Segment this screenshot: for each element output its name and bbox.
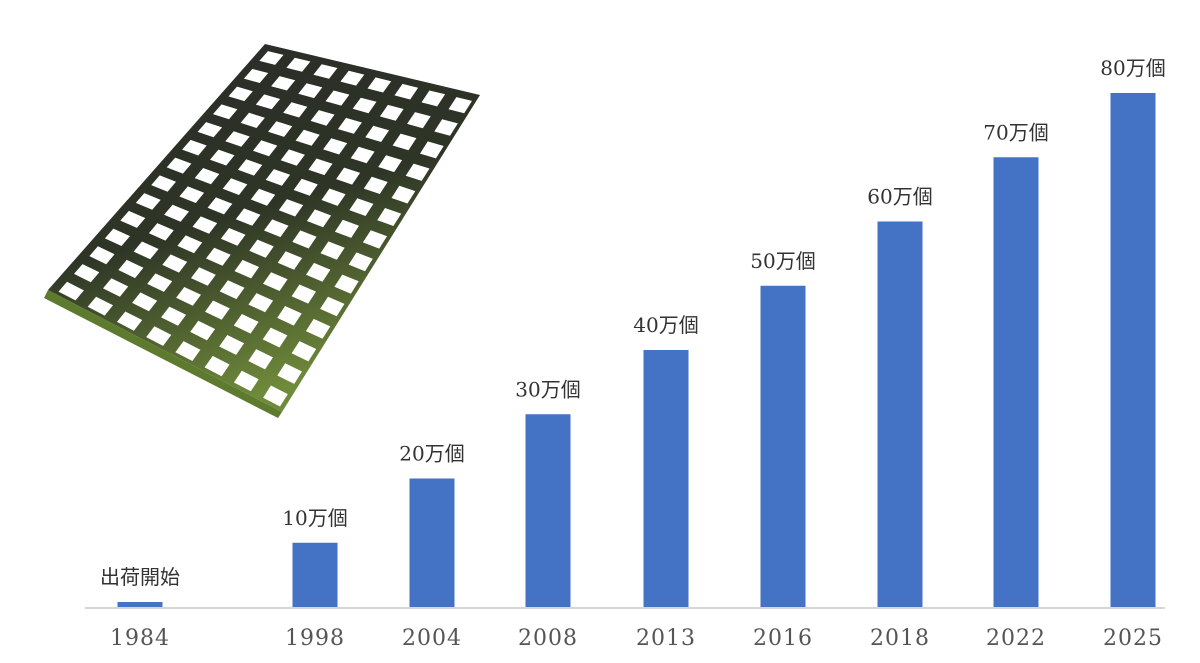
x-tick-2008: 2008: [518, 626, 578, 651]
data-label-2008: 30万個: [515, 377, 580, 401]
data-label-1998: 10万個: [282, 506, 347, 530]
data-label-group: 出荷開始 10万個 20万個 30万個 40万個 50万個 60万個 70万個 80万個: [100, 56, 1166, 589]
x-tick-2004: 2004: [402, 626, 462, 651]
bar-group: [117, 93, 1156, 607]
grating-panel-icon: [44, 44, 480, 418]
x-tick-1998: 1998: [285, 626, 345, 651]
bar-1998: [292, 542, 338, 607]
x-tick-2013: 2013: [636, 626, 696, 651]
x-tick-2016: 2016: [753, 626, 813, 651]
x-tick-2022: 2022: [986, 626, 1046, 651]
data-label-2016: 50万個: [750, 249, 815, 273]
bar-2016: [760, 285, 806, 607]
data-label-2018: 60万個: [867, 185, 932, 209]
data-label-2025: 80万個: [1100, 56, 1165, 80]
bar-2025: [1110, 93, 1156, 607]
bar-2013: [643, 350, 689, 607]
bar-2022: [993, 157, 1039, 607]
bar-2018: [877, 221, 923, 607]
data-label-1984: 出荷開始: [100, 565, 180, 589]
x-tick-2018: 2018: [870, 626, 930, 651]
data-label-2004: 20万個: [399, 442, 464, 466]
bar-1984: [117, 602, 163, 607]
x-tick-group: 1984 1998 2004 2008 2013 2016 2018 2022 2025: [110, 626, 1163, 651]
data-label-2013: 40万個: [633, 313, 698, 337]
bar-2004: [409, 478, 455, 607]
bar-2008: [525, 414, 571, 607]
data-label-2022: 70万個: [983, 120, 1048, 144]
x-tick-2025: 2025: [1103, 626, 1163, 651]
x-tick-1984: 1984: [110, 626, 170, 651]
